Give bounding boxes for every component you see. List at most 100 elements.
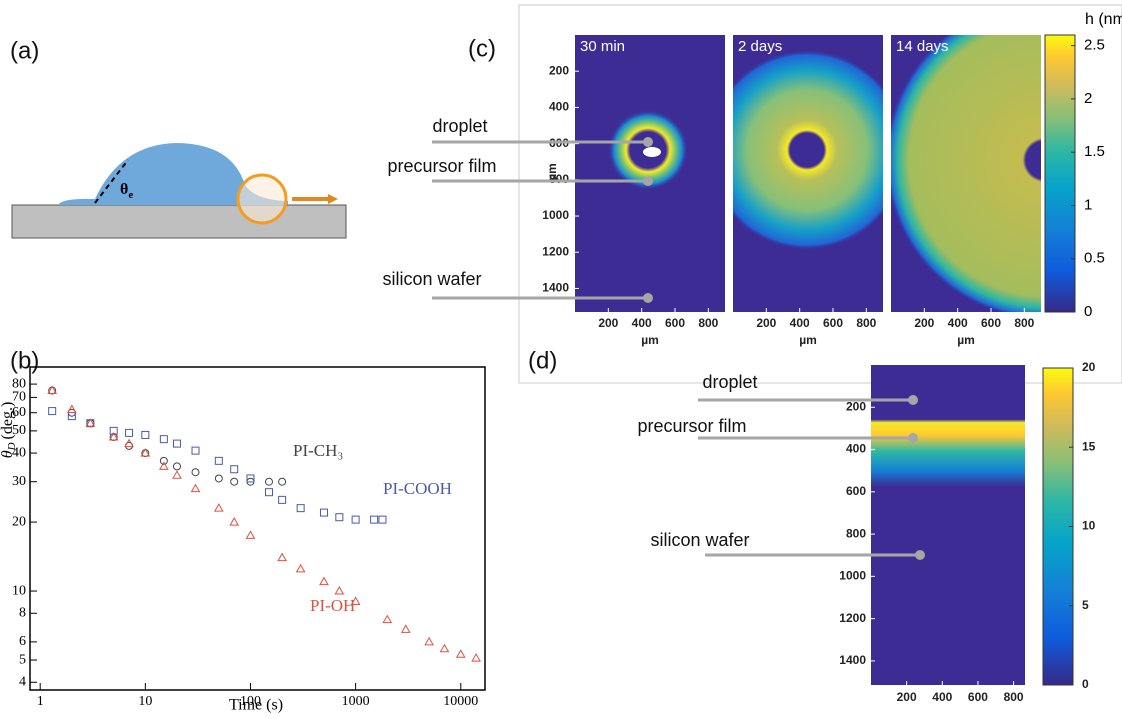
y-tick-label: 1200 bbox=[542, 244, 569, 258]
annotation: droplet bbox=[702, 372, 757, 392]
data-point bbox=[400, 624, 411, 633]
y-tick-label: 20 bbox=[12, 514, 26, 529]
angle-subscript: e bbox=[128, 189, 133, 201]
tangent-line bbox=[94, 159, 129, 204]
colorbar-tick-label: 1 bbox=[1084, 196, 1092, 213]
y-tick-label: 70 bbox=[12, 390, 26, 405]
y-tick-label: 600 bbox=[846, 484, 866, 498]
colorbar-tick-label: 0 bbox=[1084, 303, 1092, 320]
data-point bbox=[190, 483, 201, 493]
data-point bbox=[229, 517, 240, 526]
data-point bbox=[140, 448, 151, 457]
data-point bbox=[319, 508, 328, 517]
colorbar-tick-label: 10 bbox=[1082, 519, 1096, 533]
data-point bbox=[351, 515, 360, 524]
time-label: 30 min bbox=[580, 38, 625, 55]
data-point bbox=[319, 576, 329, 586]
leader-dot bbox=[643, 176, 653, 186]
annotation: droplet bbox=[432, 116, 487, 136]
x-tick-label: 400 bbox=[948, 316, 968, 330]
image-d bbox=[871, 365, 1025, 685]
x-tick-label: 800 bbox=[1014, 316, 1034, 330]
x-tick-label: 200 bbox=[914, 316, 934, 330]
y-tick-label: 4 bbox=[19, 674, 26, 689]
data-point bbox=[296, 504, 305, 513]
x-tick-label: 600 bbox=[665, 316, 685, 330]
leader-dot bbox=[643, 293, 653, 303]
y-tick-label: 6 bbox=[19, 634, 26, 649]
x-tick-label: 200 bbox=[897, 690, 917, 704]
colorbar bbox=[1042, 367, 1074, 686]
y-tick-label: 400 bbox=[846, 442, 866, 456]
colorbar-tick-label: 0 bbox=[1082, 677, 1089, 691]
data-point bbox=[159, 456, 168, 465]
x-tick-label: 800 bbox=[856, 316, 876, 330]
x-axis-label: µm bbox=[957, 333, 975, 347]
x-tick-label: 600 bbox=[968, 690, 988, 704]
data-point bbox=[277, 552, 287, 562]
data-point bbox=[108, 432, 119, 441]
x-tick-label: 400 bbox=[790, 316, 810, 330]
x-tick-label: 400 bbox=[932, 690, 952, 704]
data-point bbox=[172, 439, 181, 448]
x-tick-label: 200 bbox=[598, 316, 618, 330]
x-tick-label: 10000 bbox=[443, 694, 478, 709]
y-tick-label: 800 bbox=[846, 526, 866, 540]
y-tick-label: 8 bbox=[19, 605, 26, 620]
colorbar-tick-label: 0.5 bbox=[1084, 250, 1105, 267]
series-label: PI-CH₃ bbox=[293, 441, 343, 460]
data-point bbox=[141, 430, 150, 439]
data-point bbox=[295, 563, 306, 573]
data-point bbox=[264, 488, 273, 497]
x-tick-label: 10 bbox=[138, 694, 152, 709]
y-tick-label: 400 bbox=[549, 100, 569, 114]
x-axis-label: µm bbox=[799, 333, 817, 347]
data-point bbox=[214, 456, 223, 465]
y-tick-label: 200 bbox=[846, 399, 866, 413]
panel-c-frame bbox=[518, 4, 1122, 384]
x-tick-label: 100 bbox=[240, 694, 261, 709]
y-label-symbol: θ bbox=[0, 450, 16, 458]
data-point bbox=[109, 426, 118, 435]
colorbar-tick-label: 20 bbox=[1082, 360, 1096, 374]
data-point bbox=[213, 503, 224, 512]
data-point bbox=[191, 468, 200, 477]
data-point bbox=[455, 649, 466, 658]
y-tick-label: 50 bbox=[12, 423, 26, 438]
panel-label: (a) bbox=[10, 37, 39, 64]
data-point bbox=[230, 477, 239, 486]
y-tick-label: 10 bbox=[12, 583, 26, 598]
data-point bbox=[378, 515, 387, 524]
x-tick-label: 200 bbox=[756, 316, 776, 330]
data-point bbox=[264, 477, 273, 486]
annotation: precursor film bbox=[637, 416, 746, 436]
data-point bbox=[350, 596, 361, 606]
y-tick-label: 80 bbox=[12, 376, 26, 391]
plot-frame bbox=[29, 366, 486, 691]
data-point bbox=[191, 446, 200, 455]
y-tick-label: 5 bbox=[19, 652, 26, 667]
colorbar bbox=[1044, 34, 1076, 313]
angle-symbol: θ bbox=[120, 181, 128, 198]
y-tick-label: 60 bbox=[12, 405, 26, 420]
colorbar-label: h (nm) bbox=[1085, 11, 1122, 28]
x-tick-label: 1000 bbox=[342, 694, 370, 709]
y-tick-label: 1200 bbox=[839, 611, 866, 625]
colorbar-tick-label: 1.5 bbox=[1084, 143, 1105, 160]
x-axis-label: Time (s) bbox=[229, 697, 283, 714]
y-tick-label: 30 bbox=[12, 474, 26, 489]
data-point bbox=[439, 643, 450, 653]
y-tick-label: 1000 bbox=[839, 569, 866, 583]
annotation: silicon wafer bbox=[382, 269, 481, 289]
arrow-head bbox=[328, 194, 338, 204]
data-point bbox=[471, 653, 481, 662]
data-point bbox=[172, 462, 181, 471]
data-point bbox=[85, 418, 96, 427]
x-tick-label: 800 bbox=[1004, 690, 1024, 704]
colorbar-tick-label: 5 bbox=[1082, 598, 1089, 612]
data-point bbox=[172, 470, 182, 479]
y-tick-label: 1400 bbox=[839, 653, 866, 667]
data-point bbox=[48, 407, 57, 416]
data-point bbox=[47, 385, 58, 395]
leader-dot bbox=[908, 433, 918, 443]
